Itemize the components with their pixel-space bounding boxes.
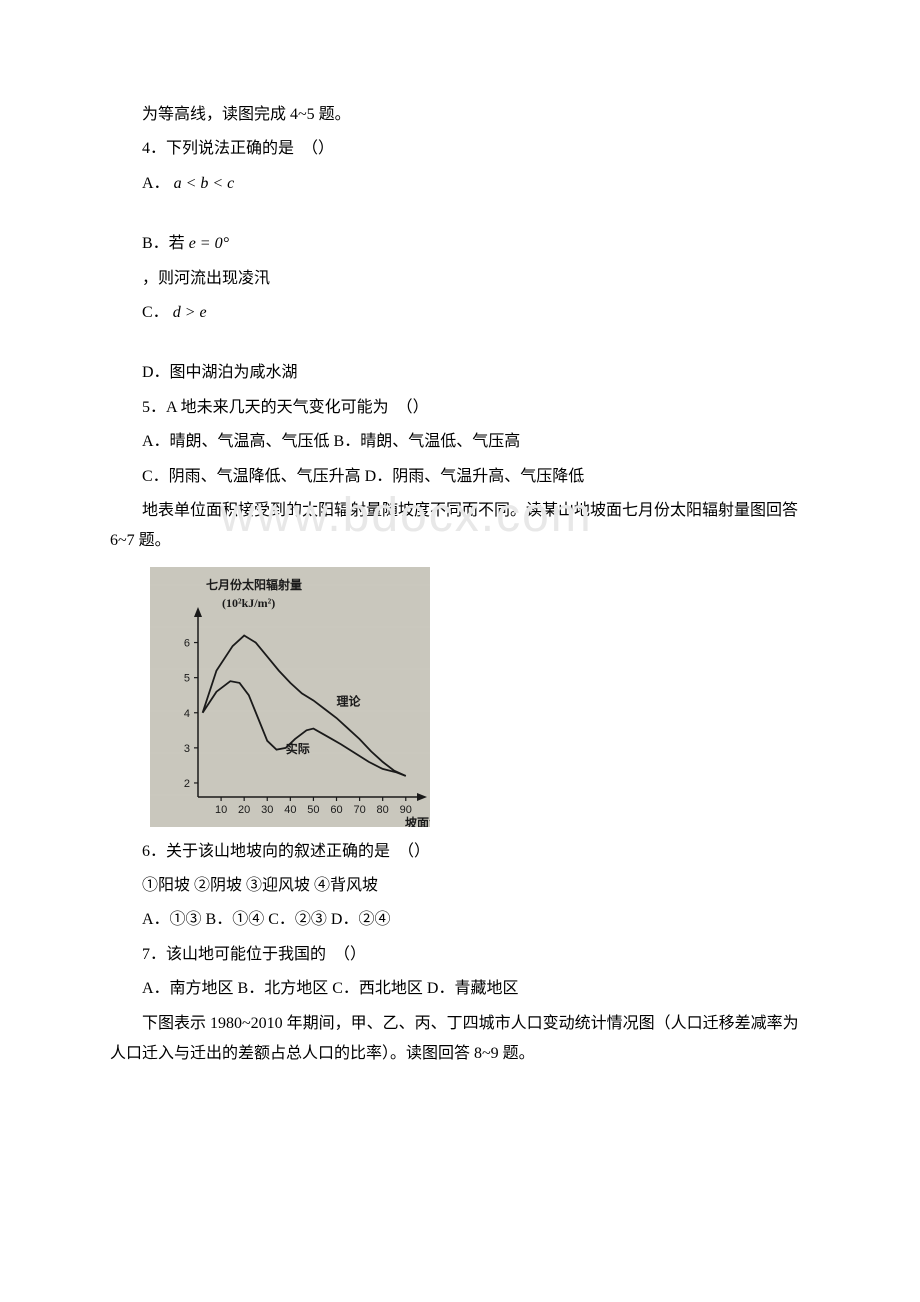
solar-radiation-chart: 七月份太阳辐射量 (10²kJ/m²) 2 3 4 5 6 10 20 30 40 50 60 70 80 9… (150, 567, 810, 827)
q4-optB-math: e = 0° (189, 235, 229, 252)
intro-q67-text: 地表单位面积接受到的太阳辐射量随坡度不同而不同。读某山地坡面七月份太阳辐射量图回… (110, 502, 798, 549)
svg-text:80: 80 (377, 804, 389, 816)
svg-text:20: 20 (238, 804, 250, 816)
svg-text:60: 60 (330, 804, 342, 816)
svg-text:5: 5 (184, 672, 190, 684)
svg-text:(10²kJ/m²): (10²kJ/m²) (222, 596, 275, 610)
q7-options: A．南方地区 B．北方地区 C．西北地区 D．青藏地区 (110, 974, 810, 1004)
svg-text:6: 6 (184, 637, 190, 649)
svg-text:70: 70 (353, 804, 365, 816)
svg-text:实际: 实际 (286, 741, 310, 756)
intro-q45: 为等高线，读图完成 4~5 题。 (110, 100, 810, 130)
q5-options-ab: A．晴朗、气温高、气压低 B．晴朗、气温低、气压高 (110, 427, 810, 457)
q4-option-a: A． a < b < c (110, 169, 810, 199)
svg-text:40: 40 (284, 804, 296, 816)
svg-text:2: 2 (184, 778, 190, 790)
q4-option-c: C． d > e (110, 298, 810, 328)
svg-text:50: 50 (307, 804, 319, 816)
q4-option-b-line2: ，则河流出现凌汛 (110, 264, 810, 294)
q4-optC-prefix: C． (142, 304, 169, 321)
svg-text:90: 90 (400, 804, 412, 816)
svg-text:10: 10 (215, 804, 227, 816)
q4-option-b-line1: B．若 e = 0° (110, 229, 810, 259)
svg-text:30: 30 (261, 804, 273, 816)
q4-option-d: D．图中湖泊为咸水湖 (110, 358, 810, 388)
intro-q67: 地表单位面积接受到的太阳辐射量随坡度不同而不同。读某山地坡面七月份太阳辐射量图回… (110, 496, 810, 557)
q5-options-cd: C．阴雨、气温降低、气压升高 D．阴雨、气温升高、气压降低 (110, 462, 810, 492)
q4-optA-prefix: A． (142, 175, 170, 192)
q4-stem: 4．下列说法正确的是 （） (110, 134, 810, 164)
svg-text:3: 3 (184, 743, 190, 755)
svg-text:4: 4 (184, 707, 190, 719)
q4-optC-math: d > e (173, 304, 207, 321)
intro-q89: 下图表示 1980~2010 年期间，甲、乙、丙、丁四城市人口变动统计情况图（人… (110, 1009, 810, 1070)
q5-stem: 5．A 地未来几天的天气变化可能为 （） (110, 393, 810, 423)
svg-text:理论: 理论 (337, 693, 362, 708)
q4-optA-math: a < b < c (174, 175, 235, 192)
q6-stem: 6．关于该山地坡向的叙述正确的是 （） (110, 837, 810, 867)
q7-stem: 7．该山地可能位于我国的 （） (110, 940, 810, 970)
q6-options-line2: A．①③ B．①④ C．②③ D．②④ (110, 905, 810, 935)
q6-options-line1: ①阳坡 ②阴坡 ③迎风坡 ④背风坡 (110, 871, 810, 901)
svg-text:坡面角: 坡面角 (405, 815, 430, 827)
q4-optB-prefix: B．若 (142, 235, 189, 252)
svg-text:七月份太阳辐射量: 七月份太阳辐射量 (206, 577, 302, 592)
chart-svg: 七月份太阳辐射量 (10²kJ/m²) 2 3 4 5 6 10 20 30 40 50 60 70 80 9… (150, 567, 430, 827)
